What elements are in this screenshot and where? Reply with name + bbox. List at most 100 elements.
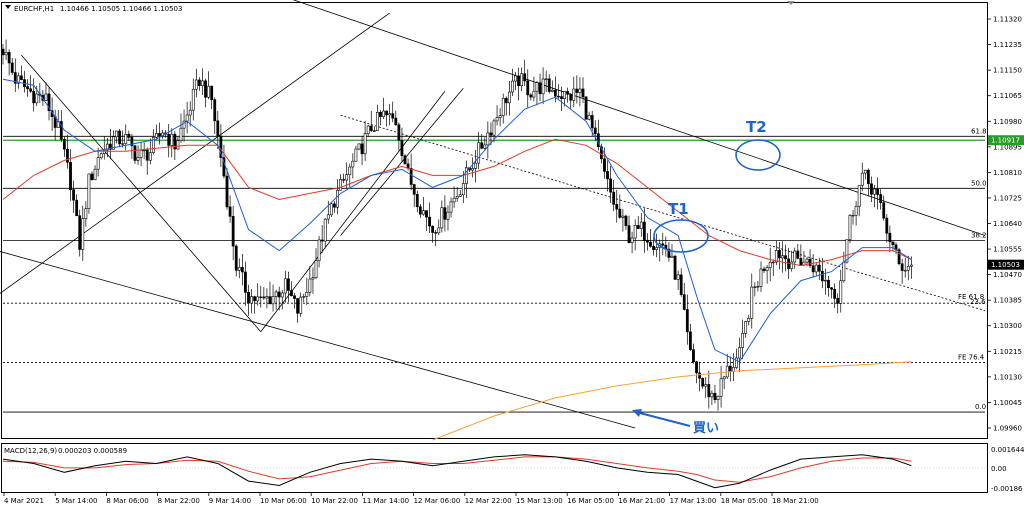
candle-body [35, 93, 39, 104]
price-tick-label: 1.10385 [993, 297, 1022, 305]
candle-body [489, 132, 493, 136]
candle-body [87, 173, 91, 209]
candle-body [265, 296, 269, 299]
candle-body [213, 99, 217, 122]
candle-body [290, 290, 293, 297]
candle-body [191, 88, 195, 111]
candle-body [415, 193, 419, 208]
candle-body [391, 113, 395, 119]
candle-body [302, 296, 306, 298]
candle-body [600, 146, 603, 160]
candle-body [449, 201, 453, 213]
hline-price-tag-text: 1.10917 [991, 137, 1020, 145]
candle-body [1, 48, 5, 56]
candle-body [698, 372, 702, 379]
candle-body [59, 121, 63, 140]
candle-body [170, 133, 174, 146]
time-tick-label: 8 Mar 22:00 [158, 497, 200, 505]
candle-body [538, 82, 542, 95]
candle-body [609, 178, 613, 193]
macd-axis-zero: 0.00 [991, 465, 1007, 473]
chart-shift-marker-icon[interactable] [787, 1, 795, 5]
time-tick-label: 9 Mar 14:00 [209, 497, 251, 505]
candle-body [655, 247, 659, 250]
price-tick-label: 1.11320 [993, 16, 1022, 24]
candle-body [630, 237, 634, 243]
candle-body [820, 270, 824, 282]
candle-body [145, 149, 149, 161]
candle-body [16, 75, 20, 84]
candle-body [673, 255, 677, 280]
candle-body [756, 286, 760, 288]
candle-body [679, 274, 683, 295]
candle-body [774, 250, 778, 263]
candle-body [670, 255, 674, 258]
candle-body [873, 188, 876, 195]
fib-label-50-0: 50.0 [971, 179, 987, 187]
time-tick-label: 18 Mar 05:00 [721, 497, 768, 505]
candle-body [842, 261, 846, 282]
candle-body [897, 249, 901, 265]
candle-body [308, 278, 312, 293]
candle-body [115, 130, 118, 138]
candle-body [716, 395, 720, 400]
candle-body [431, 225, 435, 233]
price-axis: 1.11320 1.11235 1.11150 1.11065 1.10980 1.108… [988, 16, 1022, 432]
price-tick-label: 1.10130 [993, 373, 1022, 381]
candle-body [188, 109, 192, 116]
candle-body [382, 110, 385, 117]
candle-body [710, 392, 714, 398]
candle-body [96, 157, 100, 170]
candle-body [695, 361, 698, 374]
candle-body [799, 257, 803, 266]
candle-body [372, 130, 376, 132]
candle-body [781, 255, 784, 259]
candle-body [375, 111, 379, 131]
candle-body [523, 73, 527, 82]
candle-body [179, 127, 183, 141]
candle-body [366, 125, 370, 134]
candle-body [286, 278, 290, 291]
candle-body [581, 88, 585, 98]
candle-body [550, 89, 554, 92]
candle-body [553, 89, 557, 97]
candle-body [10, 62, 14, 73]
trend-line [21, 54, 262, 333]
candle-body [796, 250, 800, 259]
candle-body [296, 298, 300, 314]
candle-body [271, 296, 275, 305]
candle-body [618, 208, 622, 218]
candle-body [682, 294, 686, 310]
chart-dropdown-icon[interactable] [5, 5, 11, 9]
candle-body [768, 262, 772, 268]
candle-body [593, 127, 597, 135]
candle-body [688, 331, 692, 350]
candle-body [504, 97, 508, 104]
fe-label-61-8: FE 61.8 [958, 293, 984, 301]
candle-body [32, 91, 36, 104]
candle-body [47, 93, 51, 111]
moving-averages [2, 78, 912, 441]
candle-body [234, 245, 238, 271]
price-tick-label: 1.10810 [993, 169, 1022, 177]
candle-body [109, 143, 112, 150]
price-tick-label: 1.10895 [993, 143, 1022, 151]
time-tick-label: 16 Mar 05:00 [567, 497, 614, 505]
candle-body [606, 171, 609, 180]
candle-body [624, 215, 628, 226]
t2-label: T2 [746, 118, 767, 136]
candle-body [882, 202, 886, 219]
candle-body [851, 214, 855, 217]
candle-body [44, 93, 48, 101]
candle-body [336, 189, 339, 208]
candle-body [817, 264, 821, 272]
candle-body [394, 117, 398, 126]
time-tick-label: 12 Mar 06:00 [414, 497, 461, 505]
candle-body [520, 73, 524, 87]
time-tick-label: 5 Mar 14:00 [55, 497, 97, 505]
macd-values: 0.000203 0.000589 [58, 447, 127, 455]
candle-body [471, 168, 474, 171]
candle-body [814, 264, 818, 273]
candle-body [707, 384, 711, 398]
